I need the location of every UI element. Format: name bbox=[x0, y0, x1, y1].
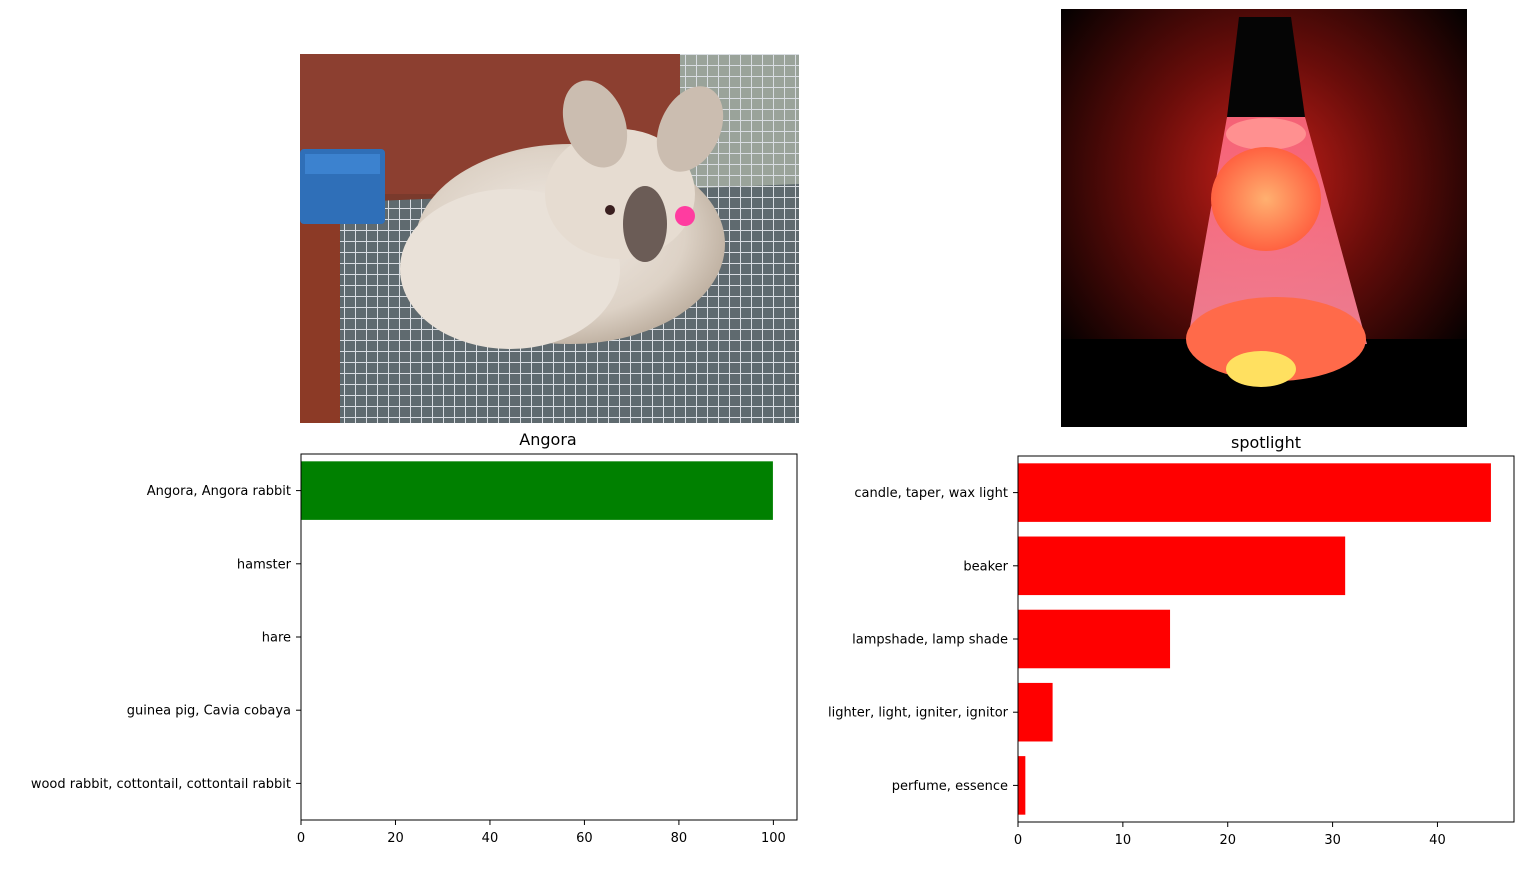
y-tick-label: lampshade, lamp shade bbox=[852, 633, 1008, 648]
x-tick-label: 10 bbox=[1115, 833, 1132, 848]
angora-rabbit-photo-graphic bbox=[300, 54, 799, 423]
y-tick-label: hare bbox=[262, 631, 291, 646]
x-tick-label: 40 bbox=[1429, 833, 1446, 848]
bar bbox=[1018, 609, 1171, 669]
chart-spotlight: spotlight candle, taper, wax light beaker… bbox=[828, 433, 1515, 848]
x-tick-label: 60 bbox=[576, 831, 593, 846]
lava-lamp-photo bbox=[1061, 9, 1467, 427]
x-tick-label: 30 bbox=[1324, 833, 1341, 848]
y-tick-label: lighter, light, igniter, ignitor bbox=[828, 706, 1009, 721]
y-tick-label: candle, taper, wax light bbox=[854, 486, 1008, 501]
chart-angora: Angora Angora, Angora rabbit hamster hare g… bbox=[31, 430, 798, 846]
x-tick-label: 0 bbox=[297, 831, 305, 846]
y-tick-label: Angora, Angora rabbit bbox=[147, 484, 291, 499]
bars bbox=[1018, 463, 1491, 815]
lava-lamp-photo-graphic bbox=[1061, 9, 1467, 427]
y-tick-label: hamster bbox=[237, 557, 292, 572]
y-tick-label: perfume, essence bbox=[892, 779, 1008, 794]
y-tick-labels: Angora, Angora rabbit hamster hare guinea p… bbox=[31, 484, 301, 792]
bars bbox=[301, 461, 773, 813]
y-tick-label: wood rabbit, cottontail, cottontail rabb… bbox=[31, 777, 291, 792]
x-tick-label: 0 bbox=[1014, 833, 1022, 848]
x-tick-label: 20 bbox=[387, 831, 404, 846]
y-tick-label: guinea pig, Cavia cobaya bbox=[127, 704, 291, 719]
chart-title: Angora bbox=[519, 430, 576, 449]
x-tick-label: 20 bbox=[1219, 833, 1236, 848]
y-tick-labels: candle, taper, wax light beaker lampshade,… bbox=[828, 486, 1018, 794]
chart-title: spotlight bbox=[1231, 433, 1301, 452]
x-tick-label: 80 bbox=[671, 831, 688, 846]
angora-rabbit-photo bbox=[300, 54, 799, 423]
bar bbox=[1018, 463, 1491, 522]
bar bbox=[1018, 756, 1026, 815]
x-ticks: 0 20 40 60 80 100 bbox=[297, 820, 786, 846]
x-ticks: 0 10 20 30 40 bbox=[1014, 822, 1446, 848]
bar bbox=[301, 461, 773, 520]
bar bbox=[1018, 536, 1346, 596]
x-tick-label: 40 bbox=[482, 831, 499, 846]
bar bbox=[1018, 682, 1053, 742]
x-tick-label: 100 bbox=[761, 831, 786, 846]
y-tick-label: beaker bbox=[963, 559, 1008, 574]
